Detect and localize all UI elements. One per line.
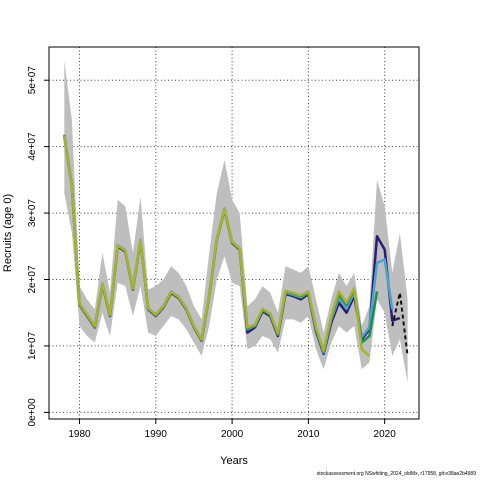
series-lines bbox=[63, 134, 409, 357]
y-tick-label-0: 0e+00 bbox=[27, 398, 38, 427]
x-tick-label-2000: 2000 bbox=[221, 429, 244, 440]
plot-frame bbox=[48, 46, 420, 420]
x-tick-label-2010: 2010 bbox=[297, 429, 320, 440]
x-tick-label-1980: 1980 bbox=[68, 429, 91, 440]
x-tick-label-2020: 2020 bbox=[374, 429, 397, 440]
series-line-3 bbox=[63, 135, 371, 357]
footer-source: stockassessment.org NSwhiting_2024_oldMx… bbox=[316, 471, 476, 477]
y-tick-label-5: 5e+07 bbox=[27, 66, 38, 95]
y-axis: 0e+00 1e+07 2e+07 3e+07 4e+07 5e+07 bbox=[27, 66, 49, 427]
y-tick-label-1: 1e+07 bbox=[27, 331, 38, 360]
x-tick-label-1990: 1990 bbox=[145, 429, 168, 440]
confidence-band bbox=[64, 60, 408, 383]
x-axis: 1980 1990 2000 2010 2020 bbox=[68, 419, 396, 440]
y-tick-label-3: 3e+07 bbox=[27, 199, 38, 228]
y-tick-label-4: 4e+07 bbox=[27, 132, 38, 161]
y-axis-title: Recruits (age 0) bbox=[2, 194, 14, 272]
y-tick-label-2: 2e+07 bbox=[27, 265, 38, 294]
x-axis-title: Years bbox=[220, 455, 248, 467]
